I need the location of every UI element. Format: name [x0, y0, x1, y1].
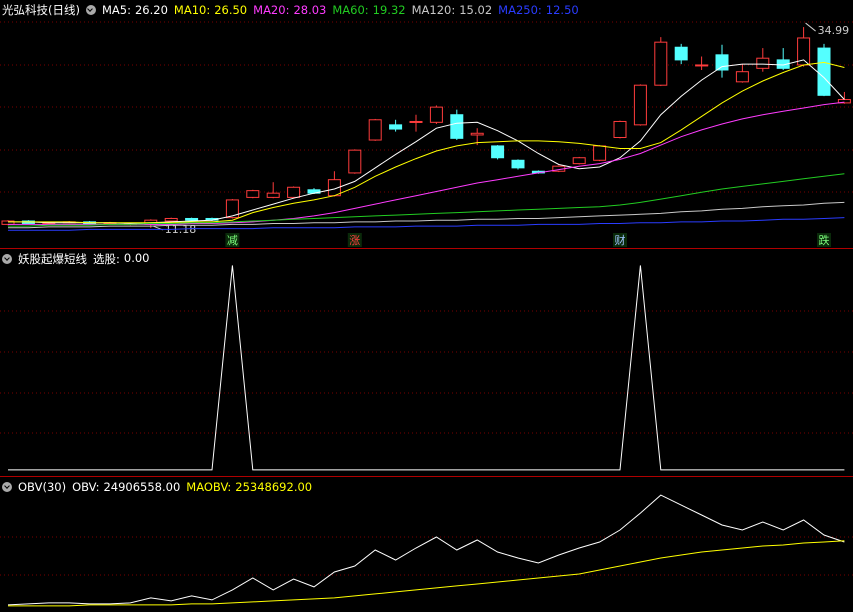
candle-body: [450, 114, 464, 139]
candle-body: [613, 120, 627, 138]
panel-borders: [0, 248, 853, 477]
candle-body: [735, 71, 749, 83]
signal-bg: [225, 233, 240, 247]
indicator-line: [8, 101, 845, 225]
signal-label: 跌: [819, 233, 830, 247]
candle-body: [266, 192, 280, 198]
candle-body: [715, 54, 729, 71]
legend-name: MA250:: [498, 3, 542, 17]
indicator-line: [8, 540, 845, 607]
legend-value: 26.50: [214, 3, 248, 17]
legend-item: 选股: 0.00: [93, 251, 149, 267]
candle-body: [491, 145, 505, 159]
legend: 光弘科技(日线) MA5: 26.20 MA10: 26.50 MA20: 28.03 MA6…: [2, 2, 579, 18]
indicator-line: [8, 217, 845, 231]
menu-icon: [2, 254, 12, 264]
candle-body: [389, 124, 403, 130]
candle-body: [817, 47, 831, 96]
candle-body: [633, 84, 647, 126]
candle-body: [368, 119, 382, 141]
indicator-line: [8, 61, 845, 224]
panel-title: 妖股起爆短线: [18, 252, 87, 266]
candle-body: [776, 59, 790, 69]
signal-label: 财: [615, 233, 626, 247]
candle-body: [246, 190, 260, 198]
panel-title: OBV(30): [18, 480, 67, 494]
legend-value: 26.20: [134, 3, 168, 17]
candle-body: [674, 46, 688, 61]
candle-body: [185, 217, 199, 221]
candle-body: [348, 149, 362, 174]
legend-item: MAOBV: 25348692.00: [186, 480, 312, 494]
candle-body: [756, 57, 770, 69]
legend-item: MA250: 12.50: [498, 3, 579, 17]
legend-item: MA5: 26.20: [102, 3, 168, 17]
signal-label: 涨: [349, 234, 360, 247]
legend-value: 15.02: [459, 3, 493, 17]
candle-body: [225, 199, 239, 219]
candle-body: [837, 99, 851, 104]
legend-item: MA120: 15.02: [412, 3, 493, 17]
signal-bg: [817, 233, 831, 247]
legend-value: 28.03: [293, 3, 327, 17]
legend-name: MA10:: [173, 3, 211, 17]
indicator-line: [8, 59, 845, 225]
candles: [1, 27, 851, 228]
legend-name: MA5:: [101, 3, 131, 17]
indicator-line: [8, 201, 845, 229]
candle-body: [470, 132, 484, 136]
legend-name: MA120:: [411, 3, 456, 17]
signal-bg: [613, 233, 627, 247]
legend-value: 24906558.00: [103, 480, 181, 494]
signal-bg: [347, 233, 362, 247]
candle-body: [409, 120, 423, 123]
legend-value: 25348692.00: [235, 480, 313, 494]
legend-item: MA60: 19.32: [332, 3, 405, 17]
signal-label: 减: [227, 234, 238, 247]
candle-body: [429, 106, 443, 123]
legend-name: OBV:: [72, 480, 100, 494]
legend-item: OBV: 24906558.00: [72, 480, 180, 494]
candle-body: [287, 186, 301, 198]
candle-body: [511, 159, 525, 169]
legend-item: MA20: 28.03: [253, 3, 326, 17]
legend-item: MA10: 26.50: [174, 3, 247, 17]
candle-body: [654, 41, 668, 86]
legend-value: 19.32: [372, 3, 406, 17]
candle-body: [572, 157, 586, 165]
high-pointer: [805, 22, 816, 32]
legend-name: MA20:: [253, 3, 290, 17]
indicator-line: [8, 265, 845, 471]
legend-value: 12.50: [545, 3, 579, 17]
menu-icon: [2, 482, 12, 492]
high-label: 34.99: [818, 24, 850, 37]
legend: OBV(30) OBV: 24906558.00 MAOBV: 25348692.00: [2, 479, 312, 495]
candle-body: [695, 64, 709, 67]
panel-title: 光弘科技(日线): [2, 3, 80, 17]
legend-name: MAOBV:: [186, 480, 232, 494]
menu-icon: [85, 5, 96, 15]
legend: 妖股起爆短线 选股: 0.00: [2, 251, 149, 267]
indicator-line: [8, 173, 845, 227]
indicator-line: [7, 494, 845, 606]
legend-name: MA60:: [332, 3, 369, 17]
legend-name: 选股:: [93, 252, 120, 266]
candle-body: [593, 145, 607, 161]
legend-value: 0.00: [123, 251, 150, 265]
candle-body: [164, 217, 178, 222]
